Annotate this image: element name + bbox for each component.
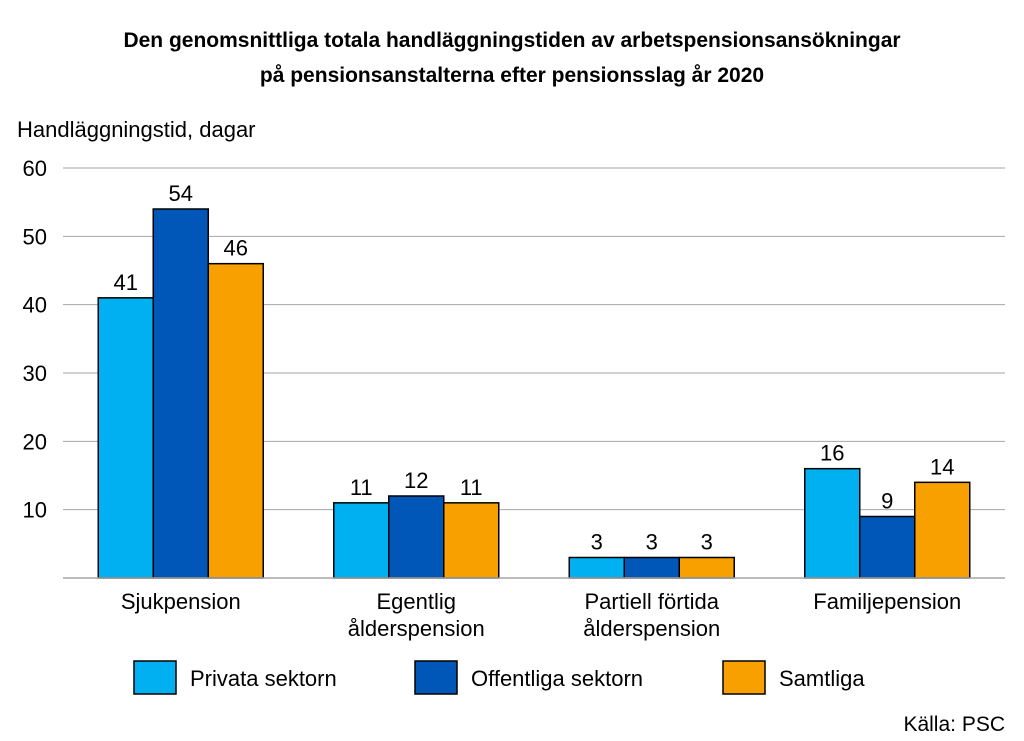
data-label: 14 bbox=[930, 454, 954, 479]
data-label: 11 bbox=[460, 475, 483, 500]
bar bbox=[859, 515, 916, 579]
data-labels: 41 54 46 11 12 11 3 3 3 16 9 14 bbox=[114, 181, 955, 555]
category-label: ålderspension bbox=[348, 616, 485, 641]
bar bbox=[623, 556, 680, 579]
data-label: 3 bbox=[646, 530, 658, 555]
source-note: Källa: PSC bbox=[903, 713, 1005, 736]
category-label: ålderspension bbox=[583, 616, 720, 641]
data-label: 9 bbox=[881, 489, 893, 514]
bar bbox=[678, 556, 735, 579]
category-label: Egentlig bbox=[376, 589, 456, 614]
legend-label: Privata sektorn bbox=[190, 666, 337, 691]
data-label: 3 bbox=[701, 530, 713, 555]
data-label: 11 bbox=[350, 475, 373, 500]
legend-label: Samtliga bbox=[779, 666, 865, 691]
category-label: Sjukpension bbox=[121, 589, 241, 614]
bar bbox=[804, 467, 861, 579]
y-tick-label: 50 bbox=[23, 224, 47, 249]
category-label: Partiell förtida bbox=[584, 589, 719, 614]
data-label: 12 bbox=[404, 468, 428, 493]
data-label: 3 bbox=[591, 530, 603, 555]
bar bbox=[568, 556, 625, 579]
chart-title-line-1: Den genomsnittliga totala handläggningst… bbox=[123, 29, 900, 52]
bar bbox=[388, 495, 445, 579]
bar bbox=[914, 481, 971, 579]
data-label: 54 bbox=[169, 181, 193, 206]
y-tick-label: 40 bbox=[23, 293, 47, 318]
legend-swatch bbox=[722, 660, 766, 695]
y-tick-label: 60 bbox=[23, 156, 47, 181]
y-axis-ticks: 10 20 30 40 50 60 bbox=[23, 156, 47, 523]
data-label: 41 bbox=[114, 270, 138, 295]
bar bbox=[333, 502, 390, 579]
legend-swatch bbox=[133, 660, 177, 695]
bars bbox=[97, 208, 971, 579]
bar bbox=[443, 502, 500, 579]
legend: Privata sektorn Offentliga sektorn Samtlig… bbox=[133, 660, 865, 695]
legend-swatch bbox=[414, 660, 458, 695]
chart-title-line-2: på pensionsanstalterna efter pensionssla… bbox=[260, 64, 764, 87]
category-labels: Sjukpension EgentligålderspensionPartiell… bbox=[121, 589, 961, 641]
bar bbox=[152, 208, 209, 579]
legend-label: Offentliga sektorn bbox=[471, 666, 643, 691]
y-tick-label: 30 bbox=[23, 361, 47, 386]
data-label: 16 bbox=[820, 441, 844, 466]
y-tick-label: 10 bbox=[23, 498, 47, 523]
bar bbox=[97, 297, 154, 579]
y-tick-label: 20 bbox=[23, 429, 47, 454]
data-label: 46 bbox=[224, 236, 248, 261]
category-label: Familjepension bbox=[813, 589, 961, 614]
bar bbox=[207, 262, 264, 579]
y-axis-label: Handläggningstid, dagar bbox=[17, 117, 256, 142]
